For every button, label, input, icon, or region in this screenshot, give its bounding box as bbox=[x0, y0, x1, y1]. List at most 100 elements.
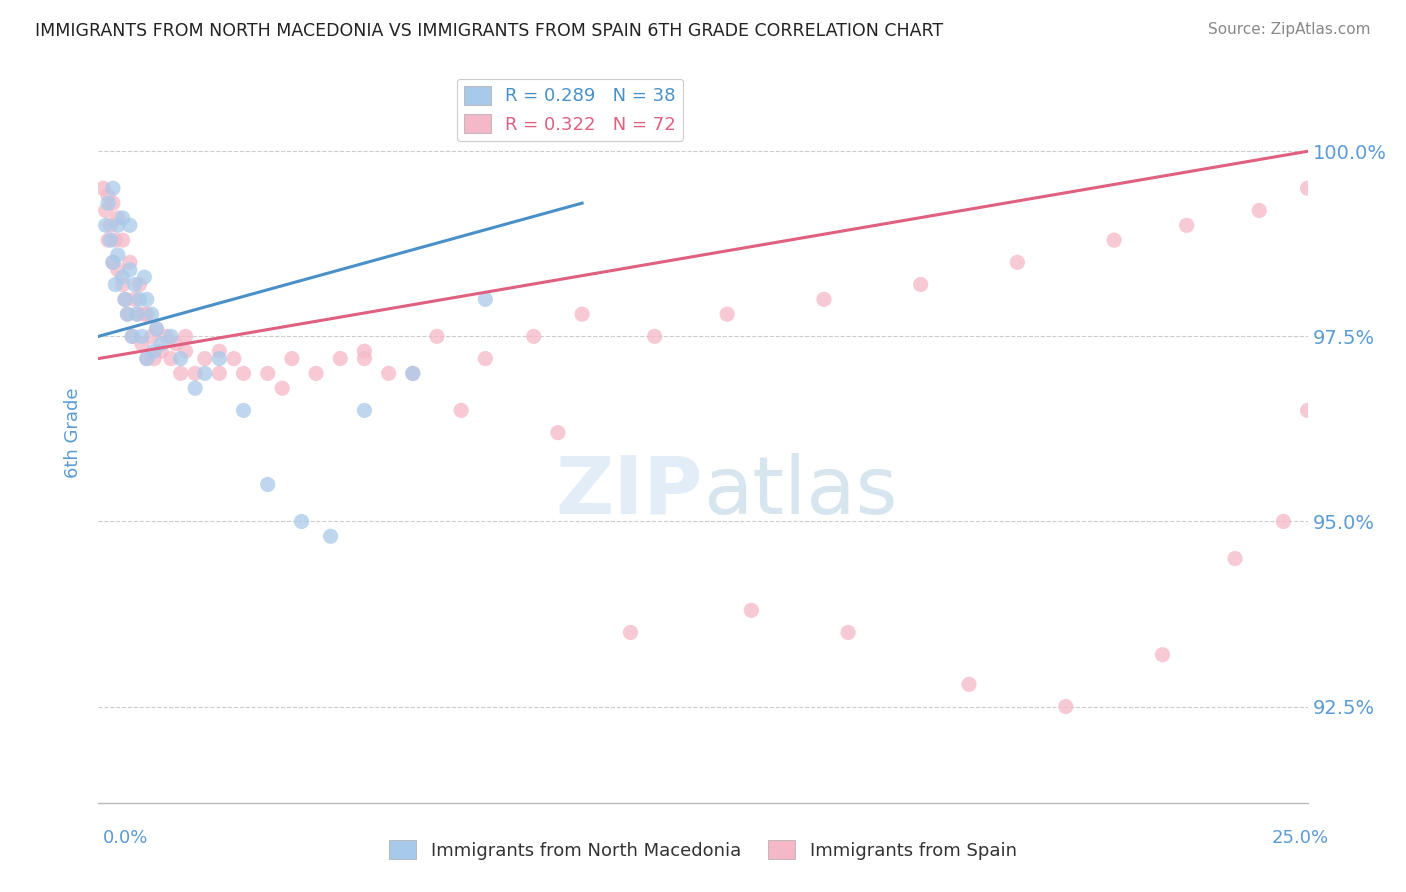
Point bbox=[1249, 203, 1271, 218]
Point bbox=[118, 262, 141, 277]
Point bbox=[174, 344, 197, 359]
Point bbox=[135, 351, 157, 366]
Point bbox=[143, 344, 166, 359]
Point bbox=[101, 196, 124, 211]
Point bbox=[523, 329, 546, 343]
Point bbox=[101, 255, 124, 269]
Point bbox=[128, 293, 150, 307]
Point bbox=[813, 293, 835, 307]
Point bbox=[100, 219, 122, 233]
Point bbox=[135, 351, 157, 366]
Point bbox=[111, 277, 134, 292]
Point bbox=[107, 248, 129, 262]
Point bbox=[127, 307, 149, 321]
Point bbox=[131, 336, 153, 351]
Text: 0.0%: 0.0% bbox=[103, 829, 148, 847]
Point bbox=[1152, 648, 1174, 662]
Point bbox=[150, 336, 173, 351]
Point bbox=[402, 367, 425, 381]
Point bbox=[402, 367, 425, 381]
Text: ZIP: ZIP bbox=[555, 453, 703, 531]
Point bbox=[222, 351, 245, 366]
Y-axis label: 6th Grade: 6th Grade bbox=[65, 387, 83, 478]
Point bbox=[450, 403, 472, 417]
Point bbox=[208, 351, 231, 366]
Point bbox=[111, 270, 134, 285]
Point bbox=[128, 277, 150, 292]
Legend: R = 0.289   N = 38, R = 0.322   N = 72: R = 0.289 N = 38, R = 0.322 N = 72 bbox=[457, 78, 683, 141]
Point bbox=[1054, 699, 1077, 714]
Point bbox=[194, 367, 217, 381]
Point bbox=[160, 329, 183, 343]
Point bbox=[169, 367, 191, 381]
Point bbox=[619, 625, 641, 640]
Point bbox=[160, 351, 183, 366]
Text: Source: ZipAtlas.com: Source: ZipAtlas.com bbox=[1208, 22, 1371, 37]
Point bbox=[256, 367, 278, 381]
Point bbox=[353, 351, 375, 366]
Point bbox=[111, 211, 134, 225]
Point bbox=[353, 344, 375, 359]
Point bbox=[117, 307, 139, 321]
Point bbox=[232, 367, 254, 381]
Point bbox=[141, 307, 163, 321]
Point bbox=[121, 329, 143, 343]
Point bbox=[174, 329, 197, 343]
Point bbox=[716, 307, 738, 321]
Point bbox=[124, 277, 146, 292]
Point bbox=[547, 425, 569, 440]
Point bbox=[169, 351, 191, 366]
Point bbox=[426, 329, 449, 343]
Point bbox=[143, 351, 166, 366]
Point bbox=[97, 188, 120, 202]
Point bbox=[740, 603, 762, 617]
Point bbox=[474, 293, 496, 307]
Point bbox=[94, 219, 117, 233]
Point bbox=[97, 233, 120, 247]
Point bbox=[208, 344, 231, 359]
Point bbox=[107, 219, 129, 233]
Point bbox=[184, 381, 207, 395]
Point bbox=[1007, 255, 1029, 269]
Point bbox=[290, 515, 312, 529]
Point bbox=[232, 403, 254, 417]
Point bbox=[329, 351, 352, 366]
Point bbox=[319, 529, 342, 543]
Point bbox=[100, 233, 122, 247]
Point bbox=[135, 293, 157, 307]
Point bbox=[145, 322, 167, 336]
Point bbox=[208, 367, 231, 381]
Point bbox=[281, 351, 304, 366]
Point bbox=[1272, 515, 1295, 529]
Point bbox=[474, 351, 496, 366]
Point bbox=[111, 233, 134, 247]
Point bbox=[97, 196, 120, 211]
Point bbox=[1296, 181, 1319, 195]
Point bbox=[957, 677, 980, 691]
Point bbox=[271, 381, 294, 395]
Point bbox=[101, 255, 124, 269]
Point bbox=[165, 336, 187, 351]
Point bbox=[1175, 219, 1198, 233]
Point bbox=[127, 307, 149, 321]
Text: 25.0%: 25.0% bbox=[1271, 829, 1329, 847]
Point bbox=[910, 277, 932, 292]
Point bbox=[377, 367, 399, 381]
Point bbox=[101, 181, 124, 195]
Point bbox=[104, 277, 127, 292]
Point bbox=[155, 329, 177, 343]
Point bbox=[118, 255, 141, 269]
Point bbox=[1102, 233, 1125, 247]
Point bbox=[353, 403, 375, 417]
Point bbox=[134, 270, 156, 285]
Point bbox=[118, 219, 141, 233]
Point bbox=[141, 329, 163, 343]
Point bbox=[150, 344, 173, 359]
Point bbox=[117, 307, 139, 321]
Point bbox=[134, 307, 156, 321]
Point bbox=[94, 203, 117, 218]
Point bbox=[184, 367, 207, 381]
Point bbox=[1296, 403, 1319, 417]
Point bbox=[91, 181, 114, 195]
Point bbox=[104, 233, 127, 247]
